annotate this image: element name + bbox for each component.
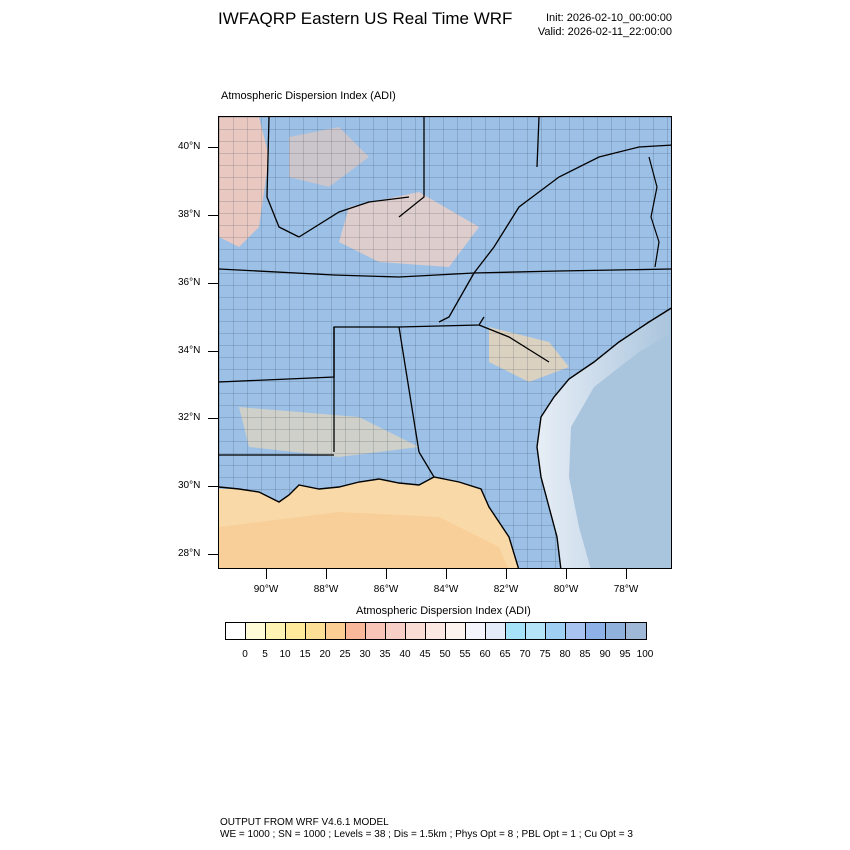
colorbar-swatch (406, 623, 426, 639)
colorbar-swatch (466, 623, 486, 639)
lon-tick (626, 569, 627, 579)
chesapeake-bay (648, 156, 660, 268)
lon-tick (506, 569, 507, 579)
colorbar-label: 95 (619, 649, 631, 660)
colorbar-label: 90 (599, 649, 611, 660)
atlantic-shelf (537, 308, 671, 568)
lat-label-38n: 38°N (178, 209, 201, 220)
state-boundaries (219, 117, 671, 478)
colorbar-swatch (346, 623, 366, 639)
lat-tick (208, 147, 218, 148)
lat-label-28n: 28°N (178, 548, 201, 559)
lat-label-40n: 40°N (178, 141, 201, 152)
footer-model-line: OUTPUT FROM WRF V4.6.1 MODEL (220, 817, 389, 828)
lon-tick (386, 569, 387, 579)
colorbar (225, 622, 647, 640)
lat-label-36n: 36°N (178, 277, 201, 288)
gulf-warm-band (219, 512, 509, 568)
colorbar-label: 85 (579, 649, 591, 660)
lon-tick (446, 569, 447, 579)
colorbar-swatch (446, 623, 466, 639)
colorbar-label: 70 (519, 649, 531, 660)
lat-label-34n: 34°N (178, 345, 201, 356)
lat-tick (208, 418, 218, 419)
lat-tick (208, 486, 218, 487)
colorbar-swatch (286, 623, 306, 639)
colorbar-swatch (486, 623, 506, 639)
colorbar-swatch (586, 623, 606, 639)
colorbar-label: 5 (262, 649, 268, 660)
colorbar-swatch (326, 623, 346, 639)
colorbar-label: 0 (242, 649, 248, 660)
colorbar-label: 55 (459, 649, 471, 660)
colorbar-label: 75 (539, 649, 551, 660)
colorbar-swatch (226, 623, 246, 639)
colorbar-swatch (246, 623, 266, 639)
colorbar-label: 100 (636, 649, 654, 660)
colorbar-label: 15 (299, 649, 311, 660)
colorbar-label: 50 (439, 649, 451, 660)
colorbar-label: 45 (419, 649, 431, 660)
init-time: Init: 2026-02-10_00:00:00 (546, 12, 672, 24)
colorbar-swatch (626, 623, 646, 639)
colorbar-label: 40 (399, 649, 411, 660)
colorbar-label: 10 (279, 649, 291, 660)
colorbar-swatch (386, 623, 406, 639)
colorbar-label: 80 (559, 649, 571, 660)
colorbar-swatch (306, 623, 326, 639)
colorbar-swatch (606, 623, 626, 639)
lon-label-80w: 80°W (553, 584, 579, 595)
colorbar-label: 35 (379, 649, 391, 660)
valid-time: Valid: 2026-02-11_22:00:00 (537, 26, 672, 38)
colorbar-label: 60 (479, 649, 491, 660)
field-label: Atmospheric Dispersion Index (ADI) (221, 90, 396, 102)
colorbar-title: Atmospheric Dispersion Index (ADI) (356, 605, 531, 617)
lat-tick (208, 283, 218, 284)
map-panel (218, 116, 672, 569)
footer-settings-line: WE = 1000 ; SN = 1000 ; Levels = 38 ; Di… (220, 829, 633, 840)
colorbar-label: 30 (359, 649, 371, 660)
lon-label-88w: 88°W (313, 584, 339, 595)
lon-label-86w: 86°W (373, 584, 399, 595)
lat-tick (208, 351, 218, 352)
coastline (219, 307, 671, 568)
colorbar-swatch (566, 623, 586, 639)
lon-tick (566, 569, 567, 579)
lon-tick (326, 569, 327, 579)
colorbar-swatch (546, 623, 566, 639)
colorbar-swatch (266, 623, 286, 639)
lon-label-78w: 78°W (613, 584, 639, 595)
map-title: IWFAQRP Eastern US Real Time WRF (218, 9, 513, 28)
colorbar-label: 20 (319, 649, 331, 660)
lat-tick (208, 554, 218, 555)
lon-tick (266, 569, 267, 579)
lon-label-84w: 84°W (433, 584, 459, 595)
colorbar-label: 25 (339, 649, 351, 660)
lat-label-32n: 32°N (178, 412, 201, 423)
colorbar-label: 65 (499, 649, 511, 660)
lat-label-30n: 30°N (178, 480, 201, 491)
colorbar-swatch (426, 623, 446, 639)
adi-map (219, 117, 671, 568)
lon-label-90w: 90°W (253, 584, 279, 595)
colorbar-swatch (366, 623, 386, 639)
colorbar-swatch (526, 623, 546, 639)
lat-tick (208, 215, 218, 216)
lon-label-82w: 82°W (493, 584, 519, 595)
colorbar-swatch (506, 623, 526, 639)
